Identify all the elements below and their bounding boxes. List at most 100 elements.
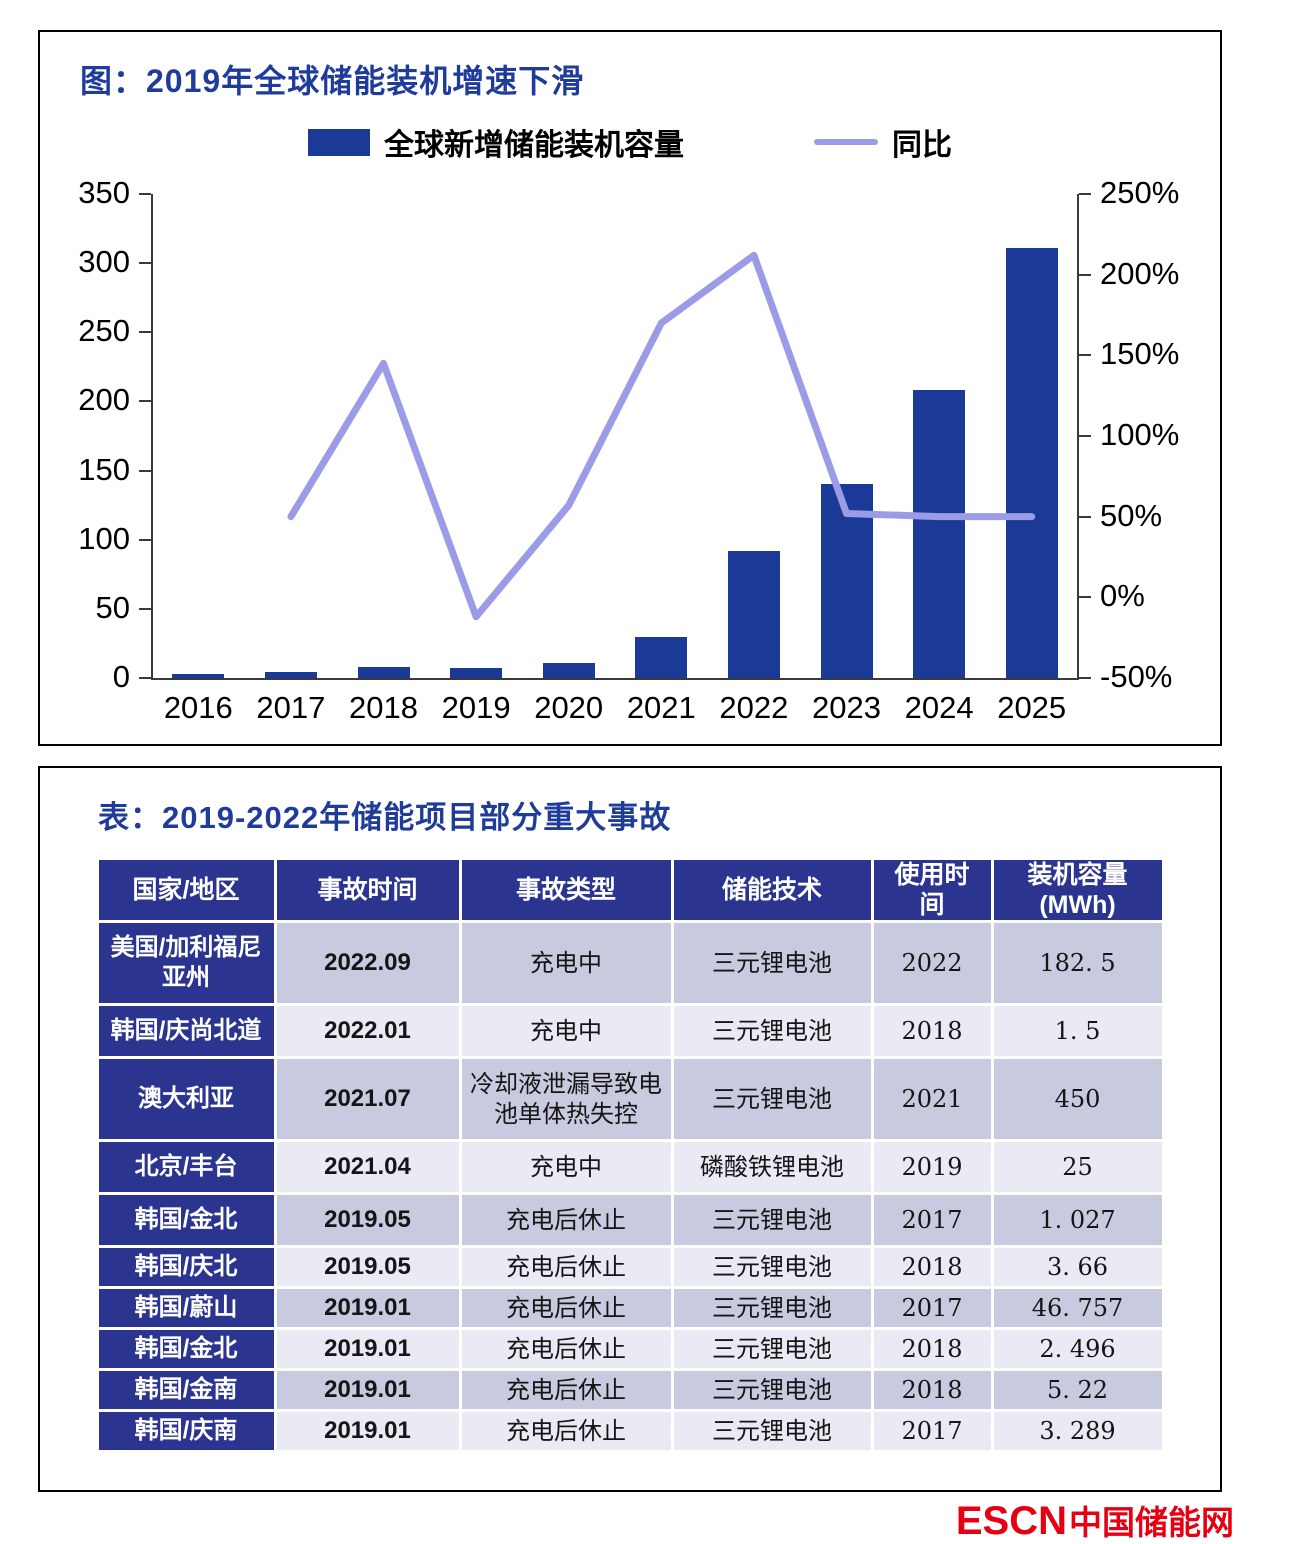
data-cell: 182. 5 <box>990 920 1165 1006</box>
data-cell: 充电后休止 <box>458 1368 674 1412</box>
chart-title: 图：2019年全球储能装机增速下滑 <box>80 63 585 99</box>
right-axis-label: 200% <box>1100 255 1180 291</box>
left-axis-tick <box>139 331 151 334</box>
left-axis-tick <box>139 193 151 195</box>
yoy-line <box>287 251 1036 621</box>
bar-series-swatch <box>308 128 370 156</box>
data-cell: 2019.01 <box>273 1286 462 1330</box>
bar-2025 <box>1005 247 1058 678</box>
table-row: 韩国/庆北 2019.05 充电后休止 三元锂电池 2018 3. 66 <box>95 1245 1165 1289</box>
data-cell: 2021 <box>870 1056 994 1142</box>
data-cell: 充电后休止 <box>458 1286 674 1330</box>
data-cell: 2022.01 <box>273 1003 462 1059</box>
table-row: 韩国/金北 2019.05 充电后休止 三元锂电池 2017 1. 027 <box>95 1192 1165 1248</box>
right-axis-label: 0% <box>1100 578 1145 614</box>
legend-label-bars: 全球新增储能装机容量 <box>384 129 684 162</box>
data-cell: 450 <box>990 1056 1165 1142</box>
data-cell: 三元锂电池 <box>670 1245 874 1289</box>
bar-2020 <box>542 662 595 678</box>
left-axis-label: 150 <box>78 451 130 487</box>
bar-2016 <box>172 673 225 678</box>
data-cell: 2022.09 <box>273 920 462 1006</box>
row-header-cell: 韩国/金北 <box>95 1192 277 1248</box>
x-axis-label-2018: 2018 <box>349 690 418 725</box>
data-cell: 三元锂电池 <box>670 1003 874 1059</box>
line-series-swatch <box>814 139 878 145</box>
data-cell: 磷酸铁锂电池 <box>670 1139 874 1195</box>
table-header-row: 国家/地区 事故时间 事故类型 储能技术 使用时 间装机容量 (MWh) <box>95 857 1165 923</box>
data-cell: 1. 5 <box>990 1003 1165 1059</box>
data-cell: 3. 66 <box>990 1245 1165 1289</box>
left-axis-label: 200 <box>78 382 130 418</box>
legend-label-line: 同比 <box>892 129 952 162</box>
data-cell: 25 <box>990 1139 1165 1195</box>
x-axis-label-2016: 2016 <box>163 690 233 725</box>
data-cell: 充电后休止 <box>458 1192 674 1248</box>
data-cell: 充电中 <box>458 920 674 1006</box>
bar-2021 <box>635 636 688 678</box>
row-header-cell: 韩国/金北 <box>95 1327 277 1371</box>
x-axis-label-2020: 2020 <box>534 690 604 725</box>
right-axis-tick <box>1079 193 1091 195</box>
data-cell: 2021.07 <box>273 1056 462 1142</box>
left-axis-tick <box>139 469 151 472</box>
table-row: 韩国/蔚山 2019.01 充电后休止 三元锂电池 2017 46. 757 <box>95 1286 1165 1330</box>
right-axis-tick <box>1079 677 1091 679</box>
col-header-3: 储能技术 <box>670 857 874 923</box>
data-cell: 2018 <box>870 1003 994 1059</box>
x-axis-label-2021: 2021 <box>626 690 696 725</box>
data-cell: 三元锂电池 <box>670 1286 874 1330</box>
left-axis-label: 0 <box>112 659 130 694</box>
table-row: 美国/加利福尼亚州 2022.09 充电中 三元锂电池 2022 182. 5 <box>95 920 1165 1006</box>
right-axis-tick <box>1079 354 1091 357</box>
data-cell: 2019.05 <box>273 1245 462 1289</box>
x-axis-label-2025: 2025 <box>997 690 1067 725</box>
right-axis-tick <box>1079 596 1091 599</box>
data-cell: 充电中 <box>458 1139 674 1195</box>
row-header-cell: 韩国/蔚山 <box>95 1286 277 1330</box>
accident-table: 国家/地区 事故时间 事故类型 储能技术 使用时 间装机容量 (MWh) 美国/加利福尼… <box>95 857 1165 1453</box>
legend-item-line: 同比 <box>814 120 952 164</box>
row-header-cell: 韩国/庆南 <box>95 1409 277 1453</box>
bar-2024 <box>913 390 966 678</box>
data-cell: 充电中 <box>458 1003 674 1059</box>
col-header-4: 使用时 间 <box>870 857 994 923</box>
legend-item-bars: 全球新增储能装机容量 <box>308 120 684 164</box>
x-axis-label-2022: 2022 <box>719 690 789 725</box>
left-axis-tick <box>139 400 151 403</box>
data-cell: 1. 027 <box>990 1192 1165 1248</box>
escn-logo-text: ESCN <box>955 1499 1067 1543</box>
table-row: 韩国/金北 2019.01 充电后休止 三元锂电池 2018 2. 496 <box>95 1327 1165 1371</box>
data-cell: 2019.05 <box>273 1192 462 1248</box>
right-axis-tick <box>1079 435 1091 437</box>
data-cell: 充电后休止 <box>458 1409 674 1453</box>
escn-logo-cn-text: 中国储能网 <box>1069 1504 1234 1541</box>
left-axis-tick <box>139 262 151 265</box>
data-cell: 三元锂电池 <box>670 1368 874 1412</box>
data-cell: 2018 <box>870 1327 994 1371</box>
bar-2017 <box>264 672 317 678</box>
left-axis-tick <box>139 538 151 541</box>
table-title: 表：2019-2022年储能项目部分重大事故 <box>98 800 672 835</box>
table-row: 韩国/庆尚北道 2022.01 充电中 三元锂电池 2018 1. 5 <box>95 1003 1165 1059</box>
table-row: 韩国/庆南 2019.01 充电后休止 三元锂电池 2017 3. 289 <box>95 1409 1165 1453</box>
y-axis-right-line <box>1077 194 1079 678</box>
data-cell: 2019 <box>870 1139 994 1195</box>
data-cell: 三元锂电池 <box>670 920 874 1006</box>
data-cell: 2. 496 <box>990 1327 1165 1371</box>
data-cell: 充电后休止 <box>458 1327 674 1371</box>
data-cell: 三元锂电池 <box>670 1192 874 1248</box>
table-body: 美国/加利福尼亚州 2022.09 充电中 三元锂电池 2022 182. 5 韩国/庆尚北… <box>95 920 1165 1453</box>
row-header-cell: 韩国/庆尚北道 <box>95 1003 277 1059</box>
x-axis-line <box>151 678 1079 680</box>
data-cell: 2017 <box>870 1286 994 1330</box>
x-axis-label-2019: 2019 <box>441 690 511 725</box>
data-cell: 三元锂电池 <box>670 1056 874 1142</box>
table-panel: 表：2019-2022年储能项目部分重大事故 国家/地区 事故时间 事故类型 储能技术… <box>38 766 1222 1492</box>
data-cell: 2021.04 <box>273 1139 462 1195</box>
left-axis-tick <box>139 677 151 679</box>
row-header-cell: 韩国/庆北 <box>95 1245 277 1289</box>
data-cell: 2022 <box>870 920 994 1006</box>
data-cell: 2018 <box>870 1368 994 1412</box>
data-cell: 冷却液泄漏导致电池单体热失控 <box>458 1056 674 1142</box>
